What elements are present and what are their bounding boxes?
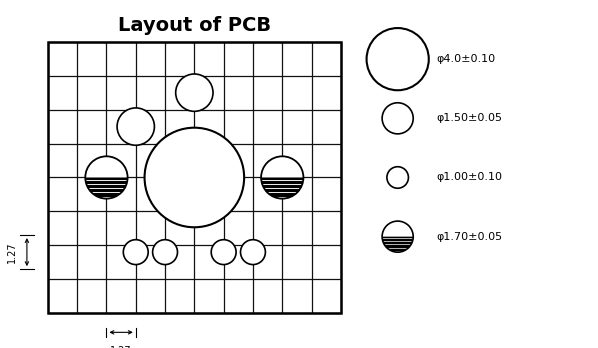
Polygon shape [86,177,127,199]
Ellipse shape [382,103,413,134]
Ellipse shape [240,240,266,264]
Polygon shape [261,177,303,199]
Text: φ1.00±0.10: φ1.00±0.10 [437,173,502,182]
Ellipse shape [211,240,236,264]
Ellipse shape [382,221,413,252]
Text: 1.27: 1.27 [110,346,132,348]
Text: Layout of PCB: Layout of PCB [118,16,271,35]
Ellipse shape [86,156,127,199]
Ellipse shape [152,240,178,264]
Text: φ1.50±0.05: φ1.50±0.05 [437,113,502,123]
Ellipse shape [261,156,303,199]
Ellipse shape [117,108,154,145]
Ellipse shape [387,167,408,188]
Polygon shape [382,237,413,252]
Ellipse shape [123,240,148,264]
Text: φ1.70±0.05: φ1.70±0.05 [437,232,503,242]
Ellipse shape [145,128,244,227]
Ellipse shape [367,28,429,90]
Ellipse shape [176,74,213,111]
Text: φ4.0±0.10: φ4.0±0.10 [437,54,496,64]
Text: 1.27: 1.27 [7,241,17,263]
